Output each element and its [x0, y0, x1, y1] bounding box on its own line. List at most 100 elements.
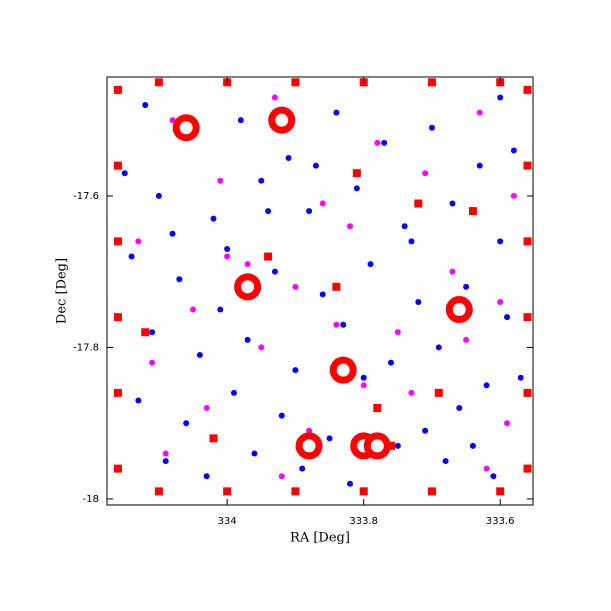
point — [359, 487, 368, 496]
point — [353, 185, 360, 192]
point — [113, 161, 122, 170]
point — [217, 306, 224, 313]
point — [217, 177, 224, 184]
point — [523, 313, 532, 322]
point — [427, 487, 436, 496]
source-ring — [445, 296, 473, 324]
point — [121, 170, 128, 177]
point — [332, 282, 341, 291]
point — [483, 465, 490, 472]
point — [381, 139, 388, 146]
point — [496, 487, 505, 496]
point — [523, 388, 532, 397]
point — [476, 109, 483, 116]
point — [230, 389, 237, 396]
point — [169, 117, 176, 124]
point — [292, 283, 299, 290]
x-tick-label: 334 — [218, 516, 237, 527]
y-axis-title: Dec [Deg] — [55, 258, 70, 324]
point — [113, 464, 122, 473]
point — [347, 480, 354, 487]
point — [244, 261, 251, 268]
point — [258, 344, 265, 351]
point — [162, 458, 169, 465]
point — [428, 124, 435, 131]
point — [113, 237, 122, 246]
point — [388, 359, 394, 366]
point — [155, 192, 162, 199]
x-axis-title: RA [Deg] — [290, 531, 350, 546]
point — [265, 208, 272, 215]
point — [373, 404, 382, 413]
source-ring — [234, 273, 262, 301]
point — [469, 442, 476, 449]
point — [203, 405, 210, 412]
point — [497, 238, 504, 245]
point — [422, 427, 429, 434]
point — [422, 170, 429, 177]
point — [319, 200, 326, 207]
point — [149, 329, 156, 336]
point — [223, 487, 232, 496]
point — [510, 192, 517, 199]
point — [414, 199, 423, 208]
point — [340, 321, 347, 328]
point — [374, 139, 381, 146]
point — [360, 374, 367, 381]
point — [427, 78, 436, 87]
plot-frame — [106, 76, 534, 506]
point — [442, 458, 449, 465]
point — [271, 94, 278, 101]
point — [326, 435, 333, 442]
plot-area — [113, 78, 532, 496]
point — [169, 230, 176, 237]
point — [434, 388, 443, 397]
point — [135, 397, 142, 404]
point — [224, 253, 231, 260]
point — [347, 223, 354, 230]
point — [523, 237, 532, 246]
point — [291, 487, 300, 496]
point — [135, 238, 142, 245]
point — [306, 427, 313, 434]
point — [401, 223, 408, 230]
point — [128, 253, 135, 260]
point — [142, 102, 149, 109]
source-ring — [329, 356, 357, 384]
point — [408, 238, 415, 245]
point — [523, 85, 532, 94]
point — [517, 374, 524, 381]
point — [476, 162, 483, 169]
point — [154, 78, 163, 87]
point — [360, 382, 367, 389]
point — [523, 464, 532, 473]
source-ring — [363, 432, 391, 460]
point — [387, 441, 395, 450]
point — [449, 200, 456, 207]
point — [463, 283, 470, 290]
point — [224, 245, 231, 252]
point — [285, 155, 292, 162]
point — [523, 161, 532, 170]
point — [504, 314, 511, 321]
point — [408, 389, 415, 396]
point — [113, 313, 122, 322]
point — [468, 207, 477, 216]
point — [456, 405, 463, 412]
y-tick-label: -17.6 — [73, 191, 99, 202]
point — [497, 298, 504, 305]
point — [504, 420, 511, 427]
point — [149, 359, 156, 366]
point — [278, 412, 285, 419]
point — [352, 169, 361, 178]
x-tick-label: 333.8 — [349, 516, 378, 527]
point — [210, 215, 217, 222]
point — [367, 261, 374, 268]
point — [271, 268, 278, 275]
point — [196, 352, 203, 359]
point — [435, 344, 442, 351]
point — [449, 268, 456, 275]
point — [244, 336, 251, 343]
